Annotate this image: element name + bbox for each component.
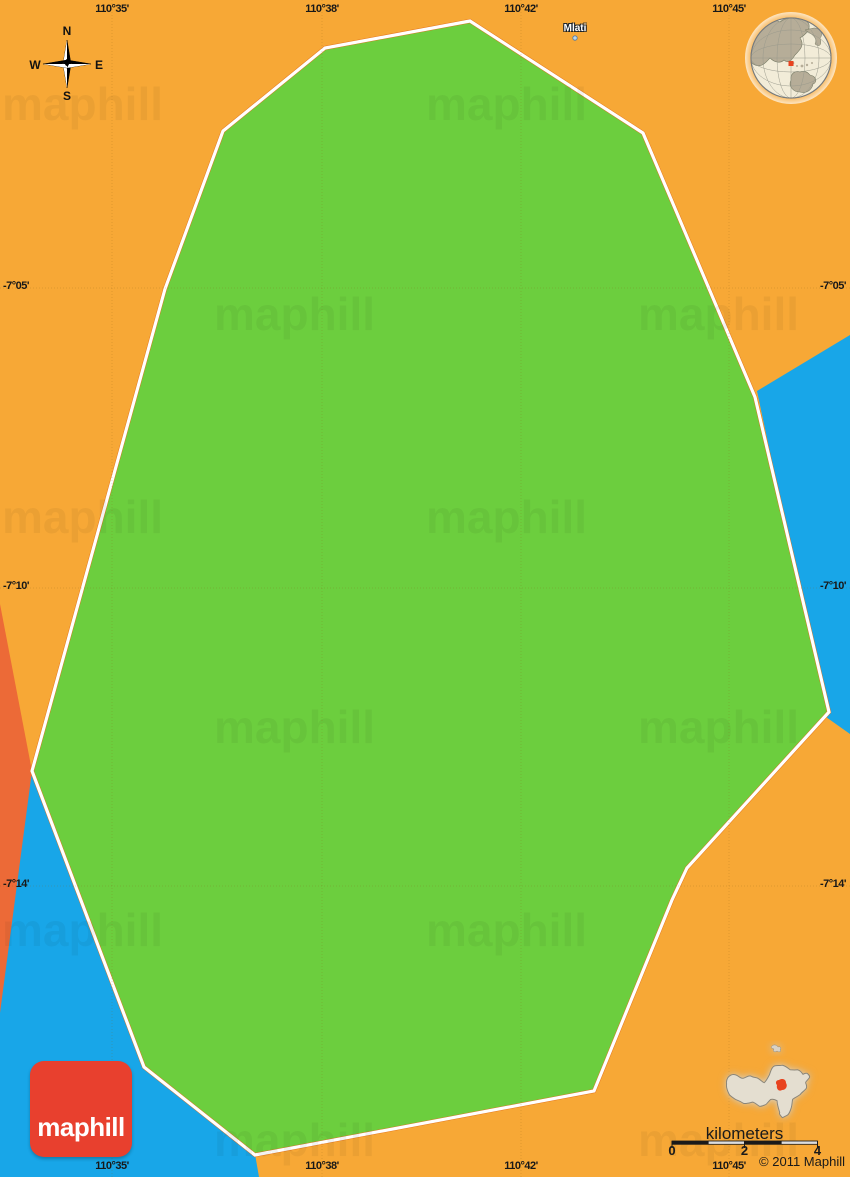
svg-text:E: E [95, 58, 103, 72]
svg-text:2: 2 [741, 1143, 748, 1158]
svg-text:© 2011 Maphill: © 2011 Maphill [759, 1154, 845, 1169]
svg-text:kilometers: kilometers [706, 1124, 783, 1143]
svg-text:N: N [63, 24, 72, 38]
svg-text:0: 0 [668, 1143, 675, 1158]
svg-text:W: W [29, 58, 41, 72]
svg-text:S: S [63, 89, 71, 103]
